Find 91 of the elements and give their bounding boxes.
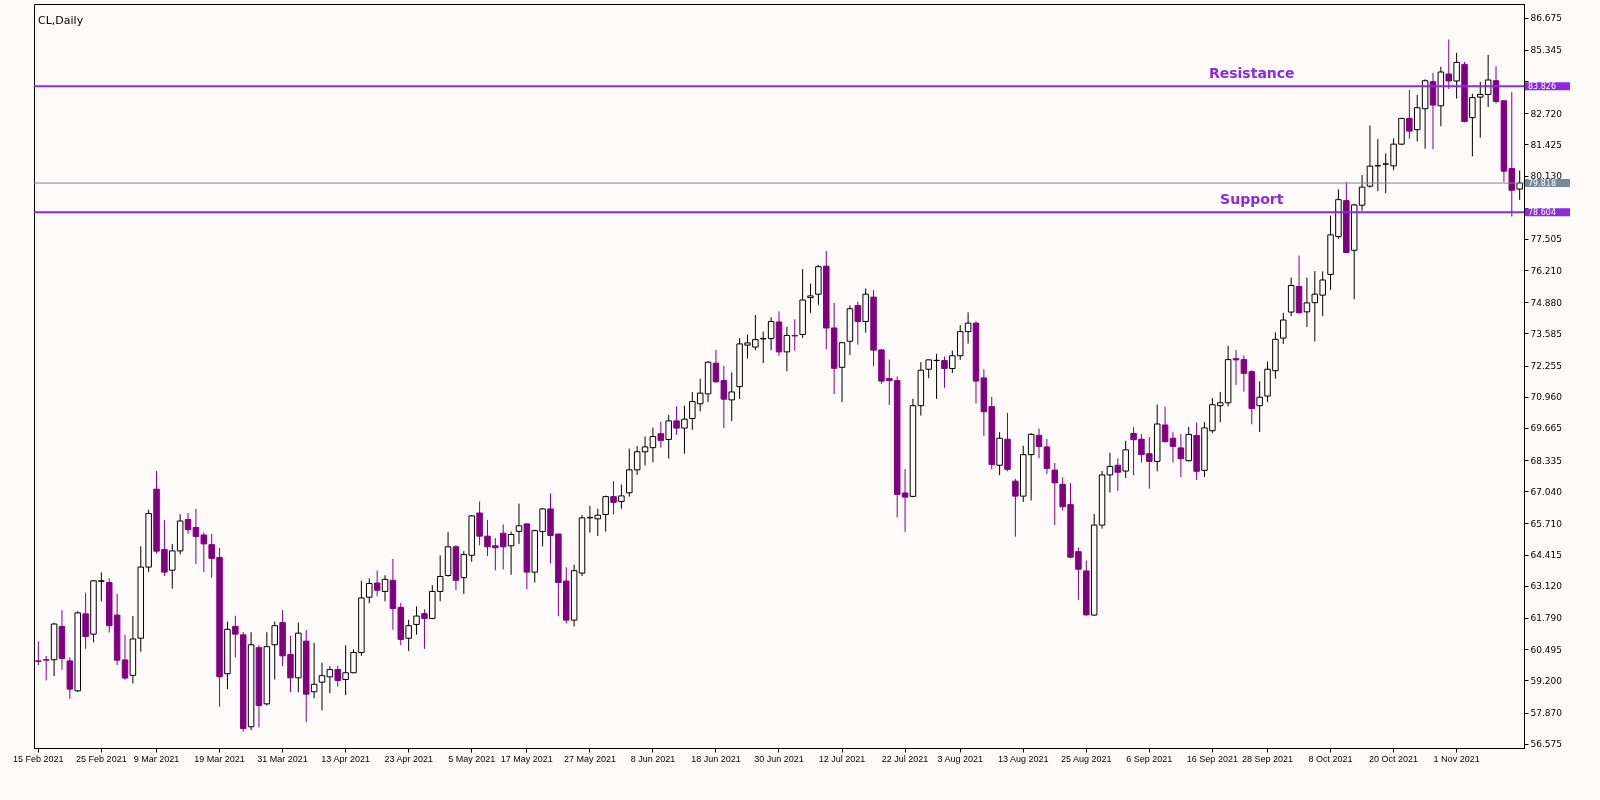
candlestick xyxy=(405,619,412,652)
y-tick-label: 64.415 xyxy=(1530,550,1562,561)
x-tick-label: 17 May 2021 xyxy=(500,753,553,764)
candlestick xyxy=(657,421,665,449)
y-tick-label: 68.335 xyxy=(1530,455,1562,466)
x-tick-label: 6 Sep 2021 xyxy=(1126,753,1173,764)
text: 78.604 xyxy=(1528,208,1556,218)
candlestick xyxy=(728,371,735,422)
candlestick xyxy=(1280,312,1287,345)
candlestick xyxy=(602,495,609,533)
x-tick-label: 20 Oct 2021 xyxy=(1369,753,1419,764)
x-tick-label: 15 Feb 2021 xyxy=(13,753,64,764)
x-tick-label: 19 Mar 2021 xyxy=(194,753,245,764)
ref-line-label: Support xyxy=(1220,191,1284,208)
x-tick-label: 13 Aug 2021 xyxy=(997,753,1049,764)
candlestick xyxy=(807,283,814,314)
candlestick xyxy=(618,484,625,510)
ref-line-label: Resistance xyxy=(1208,65,1295,82)
candlestick xyxy=(610,480,617,515)
candlestick xyxy=(1114,457,1122,492)
text: CL,Daily xyxy=(38,14,84,27)
candlestick xyxy=(941,355,948,389)
candlestick xyxy=(1012,478,1019,538)
candlestick xyxy=(413,605,420,636)
candlestick xyxy=(1406,89,1413,140)
candlestick xyxy=(1169,431,1177,464)
candlestick xyxy=(184,512,192,535)
x-tick-label: 22 Jul 2021 xyxy=(881,753,929,764)
x-tick-label: 5 May 2021 xyxy=(448,753,496,764)
candlestick xyxy=(334,665,342,688)
y-tick-label: 57.870 xyxy=(1530,708,1563,719)
candlestick xyxy=(1445,38,1453,90)
text: 83.826 xyxy=(1528,82,1556,92)
x-tick-label: 9 Mar 2021 xyxy=(133,753,180,764)
candlestick xyxy=(310,642,318,699)
x-tick-label: 8 Jun 2021 xyxy=(630,753,676,764)
x-tick-label: 18 Jun 2021 xyxy=(691,753,741,764)
candlestick xyxy=(421,608,428,650)
y-tick-label: 61.790 xyxy=(1530,613,1563,624)
candlestick xyxy=(791,318,799,352)
y-tick-label: 59.200 xyxy=(1530,675,1563,686)
y-tick-label: 72.255 xyxy=(1530,361,1562,372)
x-tick-label: 13 Apr 2021 xyxy=(321,753,370,764)
x-tick-label: 16 Sep 2021 xyxy=(1186,753,1238,764)
y-tick-label: 63.120 xyxy=(1530,581,1563,592)
candlestick xyxy=(82,592,89,650)
candlestick xyxy=(1106,452,1114,494)
y-tick-label: 56.575 xyxy=(1530,739,1562,750)
y-tick-label: 80.130 xyxy=(1530,171,1563,182)
candlestick xyxy=(681,405,688,455)
y-tick-label: 82.720 xyxy=(1530,108,1563,119)
x-tick-label: 25 Aug 2021 xyxy=(1061,753,1112,764)
candlestick xyxy=(373,569,381,597)
candlestick xyxy=(1256,380,1263,433)
candlestick xyxy=(1453,52,1460,100)
candlestick xyxy=(649,427,657,463)
y-tick-label: 70.960 xyxy=(1530,392,1563,403)
text: 79.818 xyxy=(1528,179,1556,189)
y-tick-label: 74.880 xyxy=(1530,297,1563,308)
y-tick-label: 69.665 xyxy=(1530,423,1562,434)
y-tick-label: 81.425 xyxy=(1530,139,1562,150)
candlestick xyxy=(515,503,523,545)
candlestick xyxy=(1051,462,1059,526)
x-tick-label: 25 Feb 2021 xyxy=(76,753,127,764)
candlestick xyxy=(1161,405,1169,444)
x-tick-label: 23 Apr 2021 xyxy=(384,753,433,764)
y-tick-label: 60.495 xyxy=(1530,644,1562,655)
y-tick-label: 65.710 xyxy=(1530,518,1563,529)
x-tick-label: 30 Jun 2021 xyxy=(754,753,804,764)
x-tick-label: 31 Mar 2021 xyxy=(257,753,308,764)
candlestick xyxy=(673,405,680,436)
x-tick-label: 8 Oct 2021 xyxy=(1308,753,1353,764)
candlestick xyxy=(854,301,862,346)
x-tick-label: 1 Nov 2021 xyxy=(1433,753,1480,764)
y-tick-label: 67.040 xyxy=(1530,486,1563,497)
candlestick xyxy=(665,414,672,460)
y-tick-label: 76.210 xyxy=(1530,265,1563,276)
candlestick xyxy=(783,326,791,372)
candlestick xyxy=(507,531,515,576)
y-tick-label: 86.675 xyxy=(1530,13,1562,24)
x-tick-label: 12 Jul 2021 xyxy=(818,753,866,764)
y-tick-label: 85.345 xyxy=(1530,45,1562,56)
candlestick xyxy=(381,574,389,602)
x-tick-label: 3 Aug 2021 xyxy=(937,753,983,764)
x-tick-label: 28 Sep 2021 xyxy=(1242,753,1294,764)
candlestick xyxy=(1122,440,1129,479)
y-tick-label: 77.505 xyxy=(1530,234,1562,245)
y-tick-label: 73.585 xyxy=(1530,328,1562,339)
candlestick xyxy=(271,621,278,680)
x-tick-label: 27 May 2021 xyxy=(563,753,616,764)
candlestick xyxy=(1177,433,1185,478)
